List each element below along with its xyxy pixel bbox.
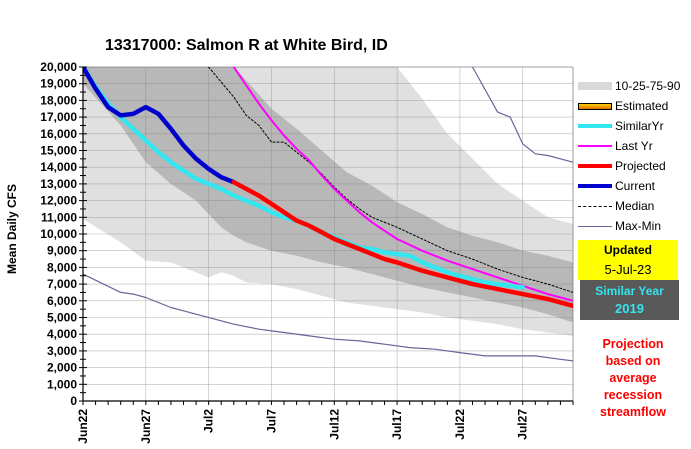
- y-axis-label: Mean Daily CFS: [5, 183, 19, 275]
- y-tick-label: 4,000: [47, 327, 77, 341]
- axes: [79, 66, 574, 405]
- note-line: average: [609, 371, 657, 385]
- projected-line-icon: [578, 164, 612, 168]
- series-min: [83, 273, 573, 362]
- y-tick-label: 8,000: [47, 260, 77, 274]
- legend-item-bands: 10-25-75-90: [578, 76, 688, 96]
- note-line: Projection: [602, 337, 664, 351]
- legend-item-maxmin: Max-Min: [578, 216, 688, 236]
- y-tick-label: 15,000: [40, 144, 77, 158]
- y-tick-label: 13,000: [40, 177, 77, 191]
- legend-item-similaryr: SimilarYr: [578, 116, 688, 136]
- y-tick-label: 20,000: [40, 60, 77, 74]
- similar-year-value: 2019: [615, 301, 644, 316]
- y-tick-label: 5,000: [47, 311, 77, 325]
- y-tick-label: 14,000: [40, 160, 77, 174]
- y-tick-label: 6,000: [47, 294, 77, 308]
- x-tick-labels: Jun22 Jun27 Jul2 Jul7 Jul12 Jul17 Jul22 Jul27: [76, 409, 530, 444]
- series-last-yr: [232, 67, 573, 302]
- y-tick-labels: 0 1,000 2,000 3,000 4,000 5,000 6,000 7,000 8,00…: [40, 60, 77, 408]
- series-projected: [231, 179, 573, 309]
- chart-title: 13317000: Salmon R at White Bird, ID: [105, 37, 388, 54]
- note-line: streamflow: [600, 405, 666, 419]
- legend-item-median: Median: [578, 196, 688, 216]
- series-current: [83, 67, 237, 185]
- note-line: recession: [603, 388, 663, 402]
- legend-item-lastyr: Last Yr: [578, 136, 688, 156]
- legend: 10-25-75-90 Estimated SimilarYr Last Yr …: [578, 76, 688, 236]
- y-tick-label: 16,000: [40, 127, 77, 141]
- series-lines: [83, 67, 573, 362]
- legend-label: Max-Min: [615, 219, 662, 233]
- lastyr-line-icon: [578, 145, 612, 147]
- x-tick-label: Jul2: [202, 409, 216, 433]
- x-tick-label: Jul27: [516, 409, 530, 440]
- similar-year-label: Similar Year: [595, 284, 664, 298]
- estimated-swatch-icon: [578, 102, 612, 110]
- similar-year-box: Similar Year 2019: [580, 280, 679, 320]
- x-tick-label: Jul22: [453, 409, 467, 440]
- y-tick-label: 17,000: [40, 110, 77, 124]
- percentile-bands: [83, 67, 573, 336]
- y-tick-label: 3,000: [47, 344, 77, 358]
- y-tick-label: 10,000: [40, 227, 77, 241]
- band-25-75: [83, 67, 573, 323]
- maxmin-line-icon: [578, 225, 612, 227]
- legend-label: Projected: [615, 159, 666, 173]
- median-dashed-line-icon: [578, 205, 612, 207]
- series-median: [208, 67, 573, 293]
- updated-date: 5-Jul-23: [604, 262, 652, 277]
- y-tick-label: 0: [70, 394, 77, 408]
- legend-label: Median: [615, 199, 655, 213]
- y-tick-label: 7,000: [47, 277, 77, 291]
- band-swatch-icon: [578, 82, 612, 90]
- grid-lines: [83, 66, 574, 401]
- x-tick-label: Jun22: [76, 409, 90, 444]
- similaryr-line-icon: [578, 124, 612, 128]
- projection-note: Projection based on average recession st…: [583, 336, 683, 421]
- legend-label: Estimated: [615, 99, 669, 113]
- legend-label: 10-25-75-90: [615, 79, 681, 93]
- legend-label: Current: [615, 179, 656, 193]
- legend-label: SimilarYr: [615, 119, 664, 133]
- y-tick-label: 19,000: [40, 77, 77, 91]
- x-tick-label: Jul7: [264, 409, 278, 433]
- y-tick-label: 2,000: [47, 361, 77, 375]
- y-tick-label: 11,000: [41, 210, 77, 224]
- x-tick-label: Jul12: [327, 409, 341, 440]
- current-line-icon: [578, 184, 612, 188]
- x-tick-label: Jun27: [139, 409, 153, 444]
- y-tick-label: 1,000: [47, 377, 77, 391]
- x-tick-label: Jul17: [390, 409, 404, 440]
- legend-item-current: Current: [578, 176, 688, 196]
- legend-label: Last Yr: [615, 139, 653, 153]
- legend-item-estimated: Estimated: [578, 96, 688, 116]
- y-tick-label: 9,000: [47, 244, 77, 258]
- y-tick-label: 18,000: [40, 93, 77, 107]
- series-max: [471, 67, 573, 163]
- y-tick-label: 12,000: [40, 194, 77, 208]
- updated-label: Updated: [604, 243, 652, 257]
- note-line: based on: [605, 354, 661, 368]
- updated-box: Updated 5-Jul-23: [578, 240, 678, 280]
- legend-item-projected: Projected: [578, 156, 688, 176]
